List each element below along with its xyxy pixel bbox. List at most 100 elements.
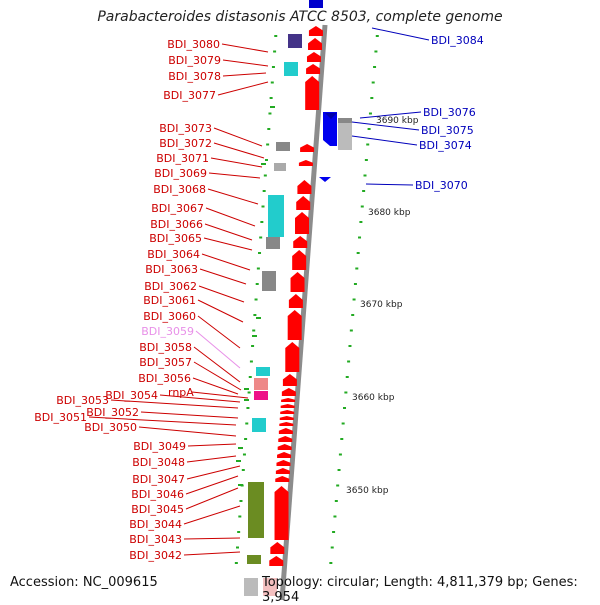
main-genome-track <box>279 24 328 600</box>
feature-block <box>284 62 298 76</box>
forward-gene-arrow <box>308 38 323 50</box>
feature-block <box>254 391 268 400</box>
label-leader-line <box>213 142 265 159</box>
label-leader-line <box>203 237 253 251</box>
dot-left <box>253 314 257 316</box>
feature-tick <box>244 399 249 401</box>
forward-gene-arrow <box>275 468 290 474</box>
genome-summary-text: Topology: circular; Length: 4,811,379 bp… <box>262 575 578 605</box>
label-leader-line <box>217 81 269 96</box>
forward-gene-arrow <box>306 52 321 62</box>
gene-label-bdi_3056: BDI_3056 <box>138 372 191 385</box>
dot-right <box>347 360 351 363</box>
forward-gene-arrow <box>298 160 313 166</box>
dot-left <box>267 128 271 130</box>
gene-label-bdi_3042: BDI_3042 <box>129 549 182 562</box>
dot-right <box>337 469 341 471</box>
forward-gene-arrow <box>279 422 294 426</box>
dot-left <box>266 143 270 146</box>
label-leader-line <box>193 346 241 383</box>
feature-block <box>247 555 261 564</box>
gene-label-bdi_3057: BDI_3057 <box>139 356 192 369</box>
dot-left <box>236 546 240 549</box>
gene-label-bdi_3063: BDI_3063 <box>145 263 198 276</box>
reverse-gene-arrow <box>319 177 331 182</box>
dot-left <box>260 221 264 223</box>
label-leader-line <box>371 27 430 41</box>
gene-label-bdi_3060: BDI_3060 <box>143 310 196 323</box>
forward-gene-arrow <box>297 180 312 194</box>
gene-label-bdi_3047: BDI_3047 <box>132 473 185 486</box>
label-leader-line <box>351 121 420 131</box>
dot-left <box>239 500 243 502</box>
gene-label-bdi_3067: BDI_3067 <box>151 202 204 215</box>
forward-gene-arrow <box>285 342 300 372</box>
gene-label-bdi_3065: BDI_3065 <box>149 232 202 245</box>
forward-gene-arrow <box>270 542 285 554</box>
forward-gene-arrow <box>278 428 293 434</box>
gene-label-bdi_3077: BDI_3077 <box>163 89 216 102</box>
feature-tick <box>261 163 266 165</box>
dot-left <box>262 190 266 192</box>
gene-label-bdi_3078: BDI_3078 <box>168 70 221 83</box>
feature-tick <box>238 484 243 486</box>
gene-label-bdi_3059: BDI_3059 <box>141 325 194 338</box>
label-leader-line <box>183 551 241 556</box>
genome-title: Parabacteroides distasonis ATCC 8503, co… <box>97 9 503 25</box>
gene-label-bdi_3066: BDI_3066 <box>150 218 203 231</box>
feature-block <box>244 578 258 596</box>
gene-label-bdi_3053: BDI_3053 <box>56 394 109 407</box>
dot-right <box>363 174 367 177</box>
gene-label-bdi_3068: BDI_3068 <box>153 183 206 196</box>
label-leader-line <box>195 330 241 369</box>
dot-left <box>263 174 267 177</box>
gene-label-bdi_3069: BDI_3069 <box>154 167 207 180</box>
forward-gene-arrow <box>306 64 321 74</box>
feature-block <box>266 237 280 249</box>
dot-left <box>241 469 245 471</box>
dot-left <box>271 66 275 68</box>
dot-left <box>269 97 273 99</box>
label-leader-line <box>185 487 239 510</box>
forward-gene-arrow <box>292 250 307 270</box>
forward-gene-arrow <box>275 476 290 482</box>
forward-gene-arrow <box>277 444 292 450</box>
dot-left <box>247 391 251 394</box>
feature-block <box>274 163 286 171</box>
dot-left <box>255 283 259 285</box>
dot-left <box>248 376 252 378</box>
label-leader-line <box>359 111 422 119</box>
dot-left <box>249 360 253 363</box>
reverse-gene-features <box>309 0 352 182</box>
dot-left <box>238 515 242 518</box>
dot-right <box>364 159 368 161</box>
gene-label-bdi_3046: BDI_3046 <box>131 488 184 501</box>
label-leader-line <box>213 127 263 147</box>
dot-right <box>351 314 355 316</box>
reverse-gene-arrow <box>325 113 337 119</box>
dot-right <box>367 128 371 130</box>
label-leader-line <box>138 426 237 437</box>
label-leader-line <box>197 299 244 323</box>
gene-label-bdi_3074: BDI_3074 <box>419 139 472 152</box>
dot-right <box>348 345 352 347</box>
dot-right <box>344 391 348 394</box>
reverse-gene-block <box>338 118 352 150</box>
label-leader-line <box>187 443 237 447</box>
dot-right <box>359 221 363 223</box>
feature-tick <box>256 317 261 319</box>
gene-label-bdi_3043: BDI_3043 <box>129 533 182 546</box>
gene-label-bdi_3048: BDI_3048 <box>132 456 185 469</box>
scale-label-3680: 3680 kbp <box>368 208 411 218</box>
dot-left <box>258 252 262 254</box>
feature-block <box>288 34 302 48</box>
feature-tick <box>244 388 249 390</box>
dot-right <box>360 205 364 208</box>
forward-gene-arrow <box>274 486 289 540</box>
forward-gene-arrow <box>296 196 311 210</box>
forward-gene-arrow <box>276 460 291 466</box>
right-gene-labels: BDI_3084 BDI_3076 BDI_3075 BDI_3074 BDI_3070 <box>351 27 484 192</box>
dot-right <box>373 66 377 68</box>
dot-right <box>343 407 347 409</box>
